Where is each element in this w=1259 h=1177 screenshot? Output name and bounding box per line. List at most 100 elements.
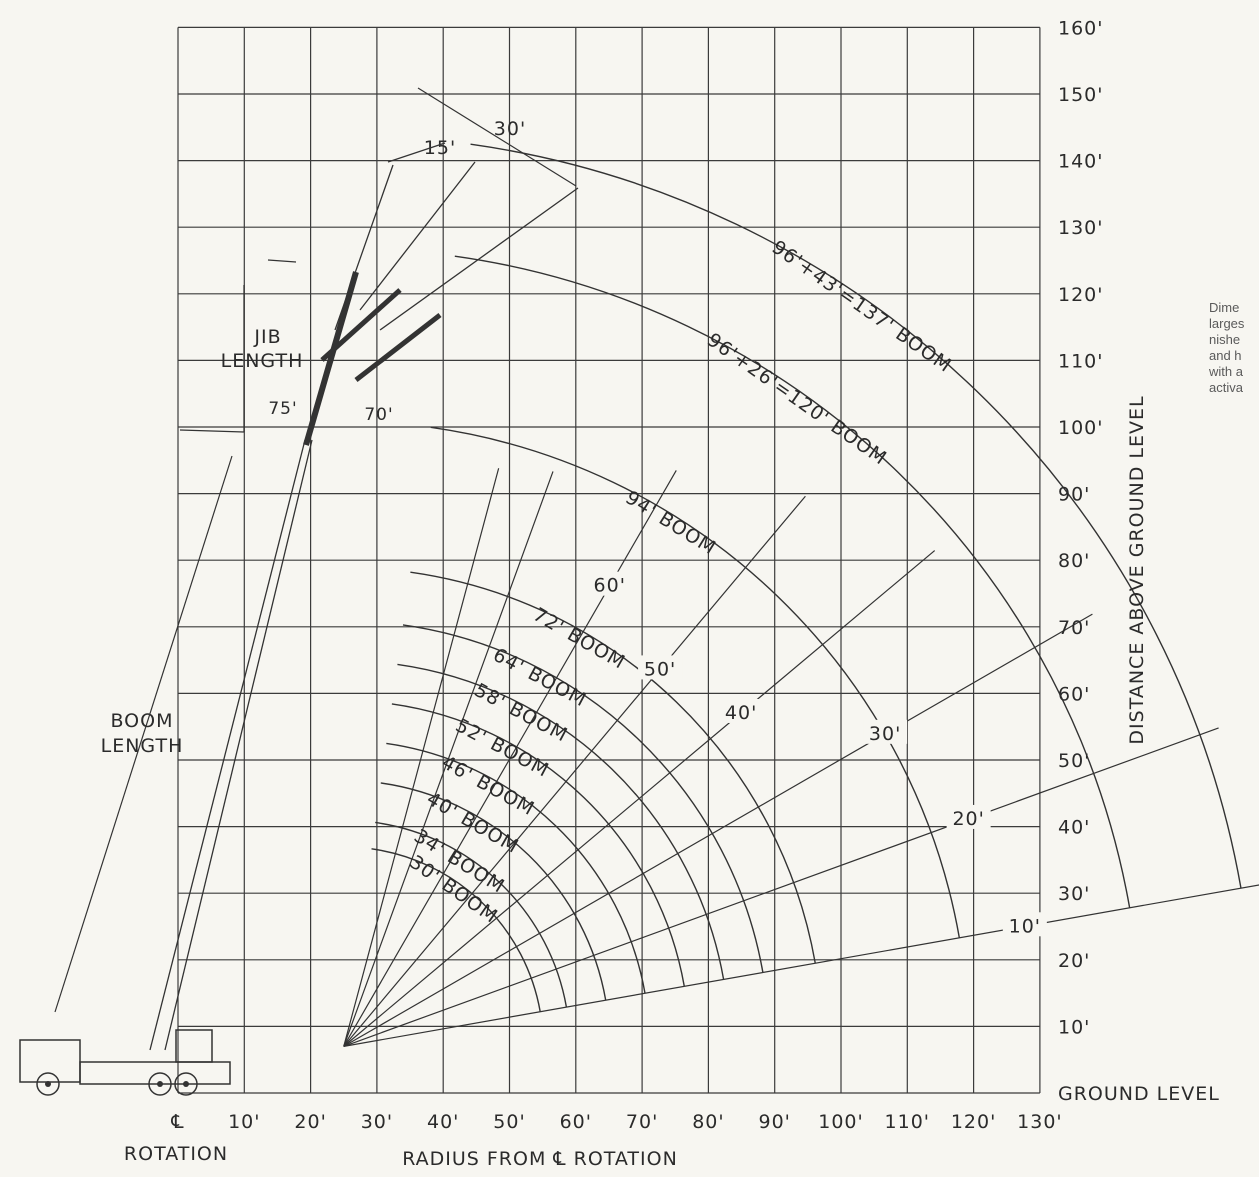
angle-label-bg <box>863 719 908 744</box>
truck-hub <box>157 1081 163 1087</box>
y-tick-label: 20' <box>1058 950 1090 972</box>
boom-arc <box>410 571 816 964</box>
crane-cab <box>175 1029 213 1063</box>
angle-label-bg <box>587 571 632 596</box>
jib-70-label: 70' <box>364 405 393 425</box>
side-note-line: activa <box>1209 380 1243 395</box>
side-note-line: and h <box>1209 348 1242 363</box>
boom-arc <box>470 143 1242 889</box>
angle-ray <box>343 470 677 1047</box>
y-tick-label: 160' <box>1058 17 1104 39</box>
x-tick-label: 100' <box>818 1111 864 1133</box>
angle-label: 60' <box>594 575 626 597</box>
angle-label-bg <box>1002 912 1047 937</box>
boom-arc <box>397 663 725 980</box>
jib-offset-15-label: 15' <box>424 137 456 159</box>
boom-arc <box>371 848 541 1012</box>
y-axis-title: DISTANCE ABOVE GROUND LEVEL <box>1126 395 1148 744</box>
x-tick-label: 70' <box>626 1111 658 1133</box>
boom-length-arcs <box>371 143 1242 1012</box>
boom-length-label: 72' BOOM <box>529 604 629 674</box>
jib-length-label-line1: JIB <box>253 326 281 348</box>
boom-length-label: 96'+26'=120' BOOM <box>703 329 891 470</box>
jib-lattice <box>320 288 402 362</box>
angle-label: 30' <box>869 723 901 745</box>
x-tick-label: 110' <box>885 1111 931 1133</box>
side-note-text: Dime larges nishe and h with a activa <box>1209 300 1259 396</box>
jib-extension <box>379 187 579 331</box>
y-tick-label: 70' <box>1058 617 1090 639</box>
y-tick-label: 110' <box>1058 350 1104 372</box>
side-note-line: with a <box>1209 364 1243 379</box>
angle-ray <box>343 550 936 1047</box>
angle-ray <box>343 884 1259 1047</box>
jib-length-label-line2: LENGTH <box>221 350 304 372</box>
dimension-annotations <box>54 87 577 1013</box>
boom-length-label: 94' BOOM <box>621 487 720 560</box>
angle-label: 40' <box>725 702 757 724</box>
angle-label-bg <box>946 804 991 829</box>
y-tick-label: 140' <box>1058 151 1104 173</box>
angle-ray <box>343 613 1093 1047</box>
rotation-label: ROTATION <box>124 1143 228 1165</box>
angle-ray <box>343 495 806 1047</box>
x-tick-label: 40' <box>427 1111 459 1133</box>
truck-chassis <box>79 1061 231 1085</box>
chart-grid <box>177 26 1041 1094</box>
angle-label-bg <box>719 698 764 723</box>
y-tick-label: 30' <box>1058 883 1090 905</box>
boom-outline <box>149 439 306 1051</box>
y-tick-label: 130' <box>1058 217 1104 239</box>
boom-angle-rays <box>343 468 1259 1047</box>
truck-cab <box>19 1039 81 1083</box>
rotation-symbol: ℄ <box>170 1111 184 1133</box>
boom-arc <box>386 742 646 994</box>
angle-label: 20' <box>952 808 984 830</box>
y-tick-label: 90' <box>1058 484 1090 506</box>
boom-angle-labels: 10' 20' 30' 40' 50' 60' <box>587 571 1047 937</box>
x-tick-label: 60' <box>560 1111 592 1133</box>
truck-wheel <box>148 1072 172 1096</box>
side-note-line: Dime <box>1209 300 1240 315</box>
y-tick-label: 120' <box>1058 284 1104 306</box>
x-axis-title: RADIUS FROM ℄ ROTATION <box>402 1148 678 1170</box>
boom-length-label-line2: LENGTH <box>101 735 184 757</box>
boom-arc <box>391 703 685 987</box>
boom-arc <box>454 255 1131 908</box>
y-tick-label: 50' <box>1058 750 1090 772</box>
boom-arc <box>402 624 764 973</box>
jib-extension <box>334 164 394 331</box>
jib-lattice <box>303 271 359 446</box>
x-tick-label: 80' <box>692 1111 724 1133</box>
jib-offset-30-label: 30' <box>494 118 526 140</box>
side-note-line: nishe <box>1209 332 1241 347</box>
jib-75-label: 75' <box>268 399 297 419</box>
y-tick-label: 10' <box>1058 1016 1090 1038</box>
x-tick-label: 10' <box>228 1111 260 1133</box>
side-note-line: larges <box>1209 316 1245 331</box>
angle-label: 10' <box>1009 915 1041 937</box>
angle-ray <box>343 471 554 1047</box>
x-tick-label: 20' <box>294 1111 326 1133</box>
y-tick-label: GROUND LEVEL <box>1058 1083 1220 1105</box>
crane-truck-drawing <box>19 161 579 1096</box>
y-tick-label: 60' <box>1058 683 1090 705</box>
truck-hub <box>45 1081 51 1087</box>
angle-ray <box>343 468 500 1047</box>
y-tick-label: 40' <box>1058 817 1090 839</box>
y-tick-label: 80' <box>1058 550 1090 572</box>
boom-arc <box>430 426 961 938</box>
boom-outline <box>164 439 313 1051</box>
x-tick-label: 30' <box>361 1111 393 1133</box>
jib-extension <box>359 161 476 311</box>
x-axis-ticks: 10' 20' 30' 40' 50' 60' 70' 80' 90' 100' 110' 120' 1… <box>228 1111 1062 1133</box>
x-tick-label: 90' <box>758 1111 790 1133</box>
x-tick-label: 120' <box>951 1111 997 1133</box>
x-tick-label: 50' <box>493 1111 525 1133</box>
truck-wheel <box>174 1072 198 1096</box>
angle-ray <box>343 727 1219 1047</box>
boom-length-label: 96'+43'=137' BOOM <box>768 236 956 377</box>
y-tick-label: 150' <box>1058 84 1104 106</box>
